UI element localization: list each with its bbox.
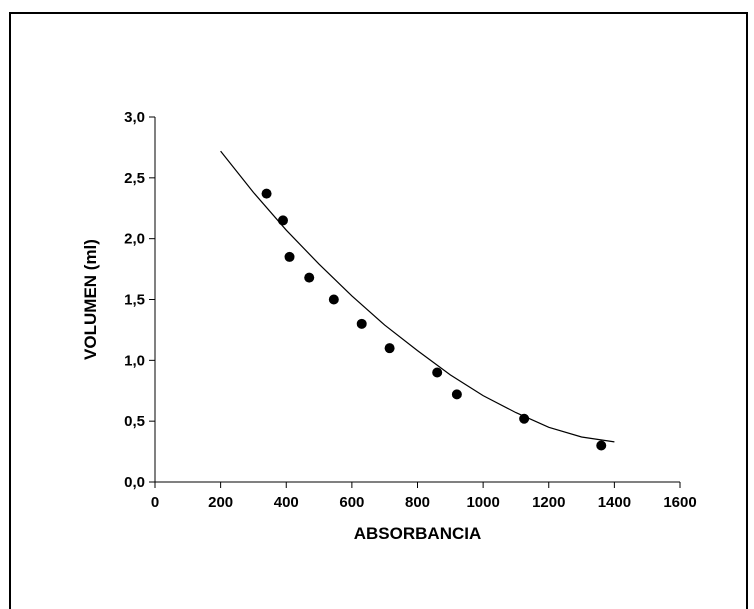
y-tick-label: 2,0 (124, 231, 145, 248)
y-axis-title: VOLUMEN (ml) (81, 239, 100, 360)
y-tick-label: 3,0 (124, 109, 145, 126)
x-axis-title: ABSORBANCIA (354, 524, 482, 543)
x-tick-label: 800 (405, 494, 430, 511)
y-tick-label: 0,0 (124, 474, 145, 491)
data-point (277, 215, 288, 226)
x-tick-label: 1200 (532, 494, 565, 511)
x-tick-label: 600 (339, 494, 364, 511)
data-point (432, 367, 443, 378)
data-point (284, 251, 295, 262)
x-tick-label: 1600 (663, 494, 696, 511)
data-point (596, 440, 607, 451)
data-point (304, 272, 315, 283)
y-tick-label: 1,0 (124, 352, 145, 369)
x-tick-label: 200 (208, 494, 233, 511)
y-ticks: 0,0 0,5 1,0 1,5 2,0 2,5 3,0 (124, 109, 155, 491)
x-tick-label: 1000 (466, 494, 499, 511)
data-points (261, 188, 607, 451)
y-tick-label: 0,5 (124, 413, 145, 430)
data-point (384, 343, 395, 354)
data-point (261, 188, 272, 199)
y-tick-label: 1,5 (124, 292, 145, 309)
axes (154, 117, 680, 483)
data-point (356, 318, 367, 329)
data-point (451, 389, 462, 400)
data-point (519, 413, 530, 424)
x-ticks: 0 200 400 600 800 1000 1200 1400 1600 (151, 482, 697, 511)
data-point (328, 294, 339, 305)
y-tick-label: 2,5 (124, 170, 145, 187)
chart-frame (9, 12, 748, 609)
x-tick-label: 400 (274, 494, 299, 511)
x-tick-label: 1400 (598, 494, 631, 511)
x-tick-label: 0 (151, 494, 159, 511)
trend-line (220, 150, 615, 443)
